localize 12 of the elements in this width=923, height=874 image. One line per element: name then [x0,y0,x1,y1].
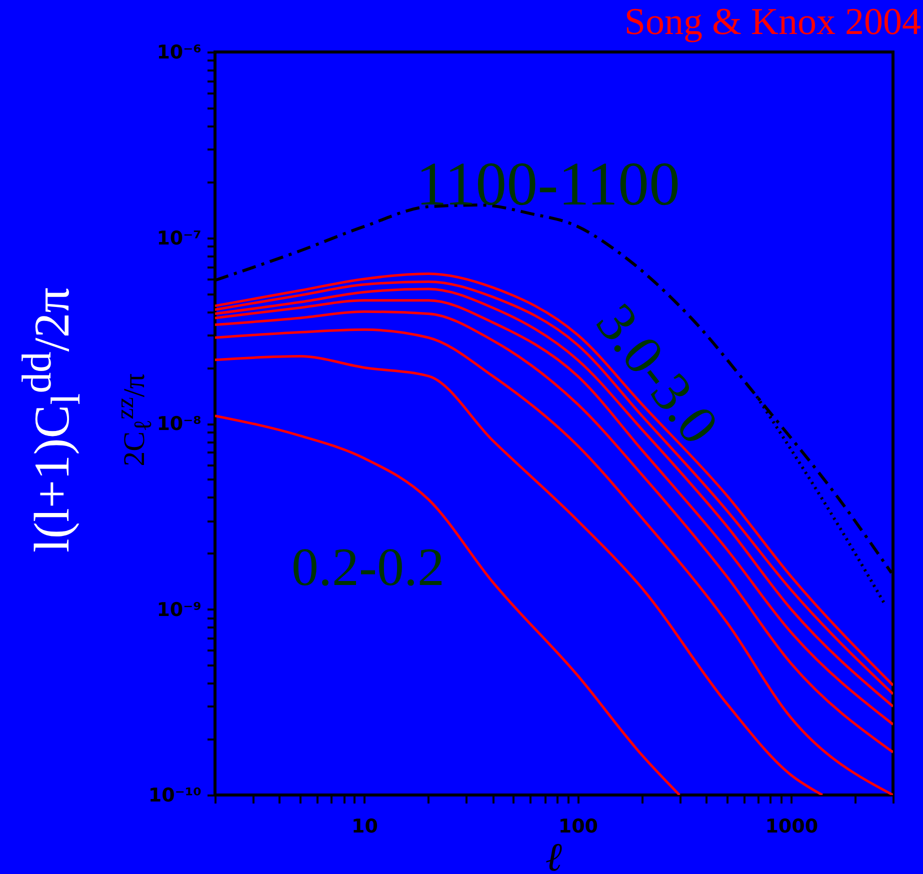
x-tick-label: 1000 [765,816,818,838]
x-tick-label: 10 [351,816,378,838]
y-tick-label: 10⁻⁹ [156,598,202,621]
x-tick-label: 100 [558,816,598,838]
y-tick-label: 10⁻⁸ [156,413,202,435]
y-tick-label: 10⁻¹⁰ [148,784,202,806]
y-tick-label: 10⁻⁶ [156,42,202,64]
x-axis-title: ℓ [546,834,564,874]
annotation: 0.2-0.2 [292,536,444,598]
chart-title: Song & Knox 2004 [624,0,921,44]
y-tick-label: 10⁻⁷ [156,227,202,250]
annotation: 1100-1100 [416,150,680,220]
